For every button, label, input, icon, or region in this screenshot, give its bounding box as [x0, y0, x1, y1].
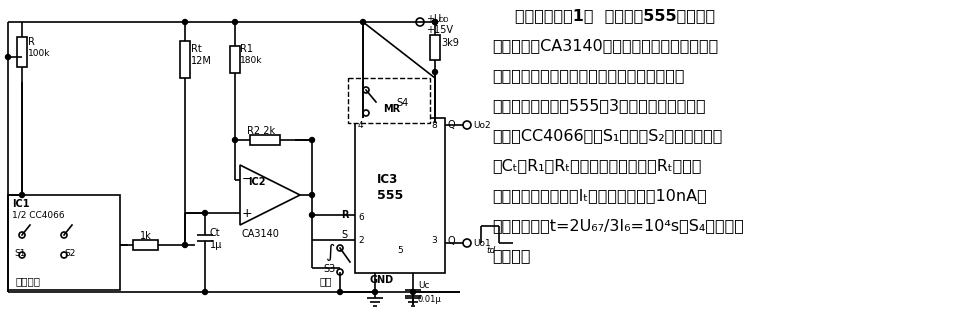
Text: CA3140: CA3140: [242, 229, 280, 239]
Text: 1/2 CC4066: 1/2 CC4066: [12, 210, 65, 219]
Text: 100k: 100k: [28, 49, 50, 58]
Text: S̄: S̄: [341, 230, 348, 240]
Text: Uo1: Uo1: [473, 239, 491, 248]
Text: 8: 8: [431, 121, 437, 130]
Text: 所以延迟时间t=2U₆₇/3I₆=10⁴s。S₄为强制复: 所以延迟时间t=2U₆₇/3I₆=10⁴s。S₄为强制复: [492, 218, 743, 233]
Circle shape: [183, 19, 188, 25]
Circle shape: [433, 19, 438, 25]
Text: R1: R1: [240, 44, 253, 54]
Text: 起始: 起始: [319, 276, 331, 286]
Text: S2: S2: [64, 249, 76, 258]
Circle shape: [202, 211, 207, 215]
Text: Uc: Uc: [418, 281, 430, 290]
Text: 0.01μ: 0.01μ: [418, 295, 441, 304]
Text: 拟开关CC4066之一S₁导通，S₂断开，定时电: 拟开关CC4066之一S₁导通，S₂断开，定时电: [492, 128, 722, 143]
Text: S3: S3: [323, 264, 335, 274]
Circle shape: [410, 290, 415, 295]
Bar: [355, 118, 445, 273]
Text: +U: +U: [426, 14, 441, 24]
Text: R: R: [28, 37, 35, 47]
Text: IC2: IC2: [248, 177, 265, 187]
Circle shape: [310, 213, 315, 217]
Text: td: td: [486, 246, 496, 255]
Text: 模拟开关: 模拟开关: [16, 276, 41, 286]
Text: R: R: [341, 210, 348, 220]
Circle shape: [19, 192, 24, 198]
Bar: [250, 135, 280, 145]
Bar: [348, 78, 430, 123]
Text: GND: GND: [370, 275, 394, 285]
Bar: [180, 41, 190, 78]
Text: IC1: IC1: [12, 199, 29, 209]
Circle shape: [310, 137, 315, 143]
Bar: [430, 34, 440, 60]
Text: 高阻抗运放CA3140用作缓冲放大，采用自举电: 高阻抗运放CA3140用作缓冲放大，采用自举电: [492, 38, 718, 53]
Bar: [230, 46, 240, 73]
Text: 1μ: 1μ: [210, 240, 223, 250]
Text: R2 2k: R2 2k: [247, 126, 275, 136]
Text: Rt: Rt: [191, 44, 201, 54]
Text: 基本不变，充电电流Iₜ基本不变，约为10nA。: 基本不变，充电电流Iₜ基本不变，约为10nA。: [492, 188, 707, 203]
Circle shape: [360, 19, 366, 25]
Text: IC3: IC3: [377, 173, 398, 186]
Text: 长延时电路（1）  该电路以555为核心，: 长延时电路（1） 该电路以555为核心，: [515, 8, 715, 23]
Circle shape: [433, 70, 438, 75]
Circle shape: [338, 290, 343, 295]
Text: 3k9: 3k9: [441, 38, 459, 48]
Circle shape: [232, 19, 237, 25]
Text: 6: 6: [358, 213, 364, 222]
Text: +15V: +15V: [426, 25, 453, 35]
Circle shape: [6, 54, 11, 60]
Bar: [17, 37, 27, 67]
Text: Ct: Ct: [210, 228, 221, 238]
Text: 5: 5: [397, 246, 403, 255]
Circle shape: [202, 290, 207, 295]
Circle shape: [310, 192, 315, 198]
Text: 容Cₜ经R₁、Rₜ充电，自举电路保证Rₜ上电压: 容Cₜ经R₁、Rₜ充电，自举电路保证Rₜ上电压: [492, 158, 702, 173]
Text: MR: MR: [383, 104, 400, 114]
Circle shape: [433, 19, 438, 25]
Circle shape: [373, 290, 378, 295]
Text: 和定时的准确度。555的3脚为高电平时，四模: 和定时的准确度。555的3脚为高电平时，四模: [492, 98, 706, 113]
Circle shape: [232, 137, 237, 143]
Text: S1: S1: [14, 249, 25, 258]
Text: 1k: 1k: [140, 231, 152, 241]
Text: 180k: 180k: [240, 56, 262, 65]
Bar: [8, 195, 120, 290]
Text: 12M: 12M: [191, 56, 212, 66]
Text: 555: 555: [377, 189, 404, 202]
Text: 4: 4: [358, 121, 364, 130]
Text: Q̄: Q̄: [447, 120, 455, 130]
Bar: [133, 240, 158, 250]
Text: Uo2: Uo2: [473, 121, 491, 130]
Text: 位开关。: 位开关。: [492, 248, 530, 263]
Text: 3: 3: [431, 236, 437, 245]
Text: Q: Q: [447, 236, 455, 246]
Circle shape: [183, 242, 188, 248]
Text: +: +: [242, 207, 253, 220]
Text: ∫: ∫: [325, 243, 334, 261]
Text: DD: DD: [438, 17, 448, 23]
Text: S4: S4: [396, 98, 408, 108]
Text: −: −: [242, 173, 253, 186]
Text: 路使充电电流保持恒定，保证充电电压的线性: 路使充电电流保持恒定，保证充电电压的线性: [492, 68, 684, 83]
Text: 2: 2: [358, 236, 364, 245]
